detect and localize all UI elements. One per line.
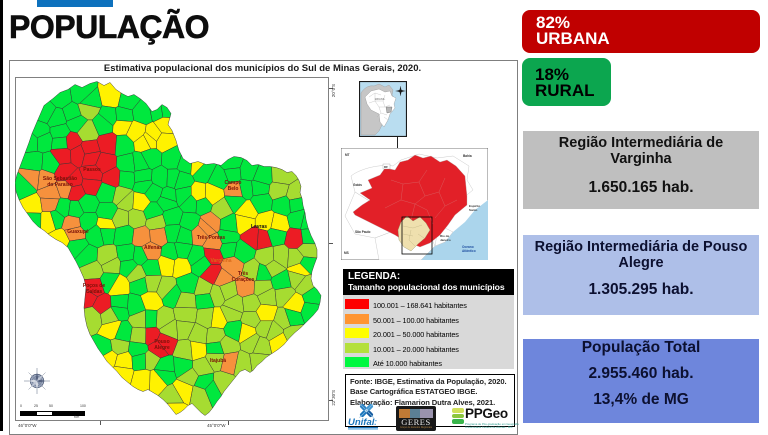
svg-text:Atlântico: Atlântico [462, 249, 476, 253]
svg-text:Unifal: Unifal [348, 417, 375, 428]
svg-text:Bahia: Bahia [463, 154, 472, 158]
svg-text:Janeiro: Janeiro [440, 238, 451, 242]
svg-text:Santo: Santo [469, 208, 478, 212]
svg-text:Rio de: Rio de [440, 234, 449, 238]
svg-text:Oceano: Oceano [462, 245, 474, 249]
svg-text:MS: MS [344, 251, 349, 255]
svg-text::: : [374, 417, 377, 428]
svg-text:Goiás: Goiás [353, 183, 362, 187]
svg-text:DF: DF [384, 165, 388, 169]
svg-text:Espírito: Espírito [469, 204, 480, 208]
svg-text:São Paulo: São Paulo [355, 230, 370, 234]
svg-text:BRASIL: BRASIL [375, 97, 386, 101]
svg-text:MT: MT [345, 153, 350, 157]
